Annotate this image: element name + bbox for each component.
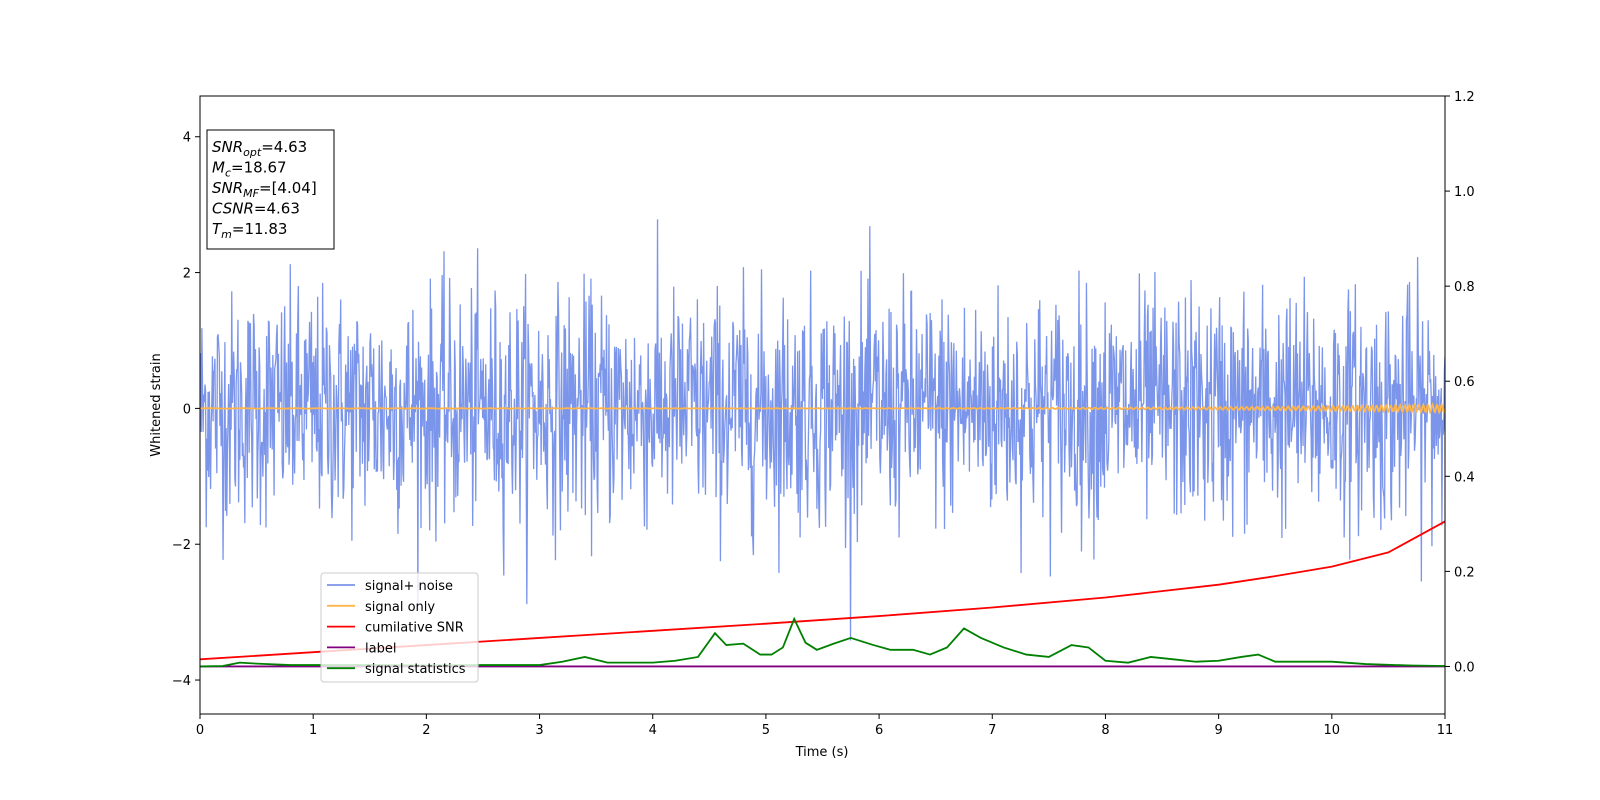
legend-label-1: signal only — [365, 600, 435, 615]
series-line-1 — [200, 401, 1445, 415]
x-tick-label-11: 11 — [1437, 723, 1454, 738]
x-tick-label-10: 10 — [1324, 723, 1341, 738]
legend: signal+ noise signal only cumilative SNR la… — [320, 572, 479, 683]
annotation-row-0: SNRopt=4.63 — [212, 138, 307, 159]
annotation-box-frame — [206, 129, 335, 250]
y-right-tick-label-5: 1.0 — [1454, 185, 1475, 200]
y-left-tick-label-0: −4 — [172, 674, 191, 689]
x-tick-label-9: 9 — [1214, 723, 1222, 738]
x-tick-label-3: 3 — [535, 723, 543, 738]
series-line-0 — [200, 219, 1445, 641]
x-tick-label-6: 6 — [875, 723, 883, 738]
legend-label-0: signal+ noise — [365, 579, 453, 594]
y-right-tick-label-3: 0.6 — [1454, 375, 1475, 390]
y-left-tick-label-4: 4 — [183, 131, 191, 146]
annotation-box: SNRopt=4.63Mc=18.67SNRMF=[4.04]CSNR=4.63… — [206, 129, 335, 250]
legend-frame — [320, 572, 479, 683]
x-tick-label-8: 8 — [1101, 723, 1109, 738]
y-right-tick-label-4: 0.8 — [1454, 280, 1475, 295]
axes: 0 1 2 3 4 5 6 7 8 9 10 11 −4 −2 0 2 4 0.0 0.2 0.4 0.6 0.8 1.0 1… — [172, 90, 1475, 738]
annotation-row-4: Tm=11.83 — [212, 220, 287, 241]
y-right-tick-label-1: 0.2 — [1454, 565, 1475, 580]
y-axis-label-left: Whitened strain — [149, 353, 164, 456]
legend-label-3: label — [365, 641, 396, 656]
x-tick-label-5: 5 — [762, 723, 770, 738]
y-left-tick-label-1: −2 — [172, 538, 191, 553]
legend-label-4: signal statistics — [365, 662, 466, 677]
y-right-tick-label-6: 1.2 — [1454, 90, 1475, 105]
annotation-row-1: Mc=18.67 — [212, 159, 287, 180]
x-tick-label-7: 7 — [988, 723, 996, 738]
y-right-tick-label-0: 0.0 — [1454, 660, 1475, 675]
y-left-tick-label-3: 2 — [183, 267, 191, 282]
annotation-row-2: SNRMF=[4.04] — [212, 179, 317, 200]
legend-label-2: cumilative SNR — [365, 621, 464, 636]
x-tick-label-4: 4 — [649, 723, 657, 738]
annotation-row-3: CSNR=4.63 — [212, 200, 300, 218]
series-line-4 — [200, 616, 1445, 668]
x-tick-label-1: 1 — [309, 723, 317, 738]
x-tick-label-0: 0 — [196, 723, 204, 738]
plot-frame — [199, 95, 1446, 715]
y-left-tick-label-2: 0 — [183, 402, 191, 417]
y-right-tick-label-2: 0.4 — [1454, 470, 1475, 485]
x-axis-label: Time (s) — [795, 745, 849, 760]
x-tick-label-2: 2 — [422, 723, 430, 738]
